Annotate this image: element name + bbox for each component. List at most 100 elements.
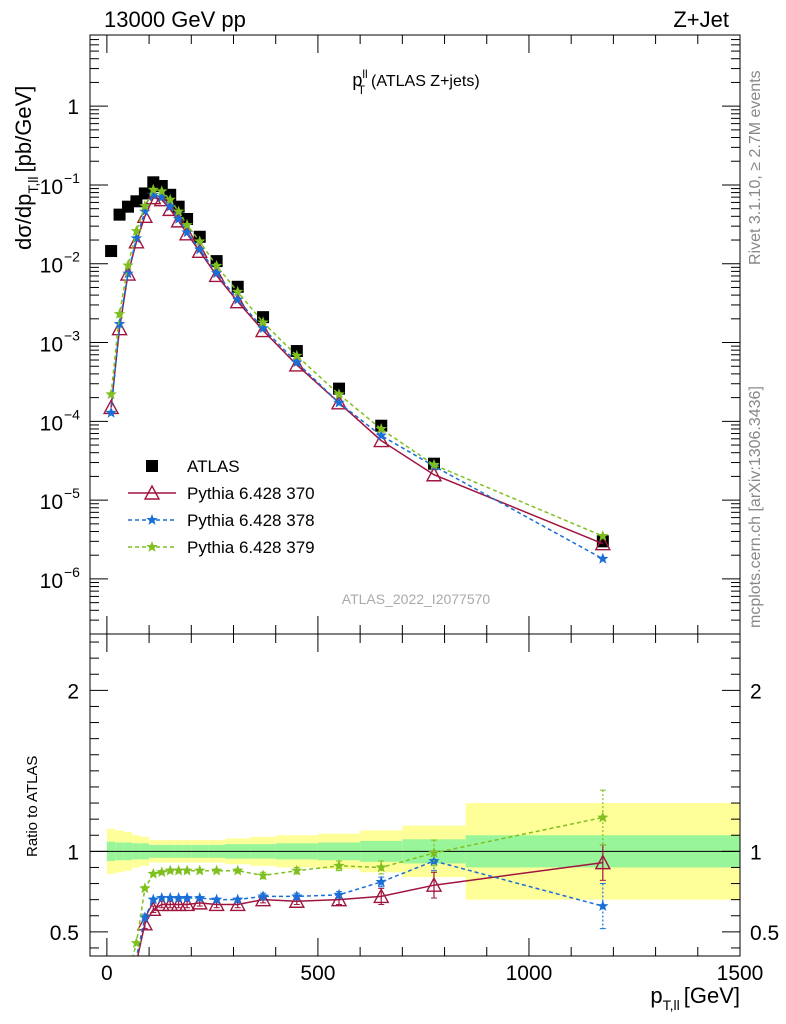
ratio-point bbox=[194, 892, 206, 903]
title-p: p bbox=[352, 70, 362, 90]
ratio-point bbox=[139, 882, 151, 894]
ratio-point bbox=[156, 892, 168, 903]
mcplots-label: mcplots.cern.ch [arXiv:1306.3436] bbox=[747, 386, 764, 628]
data-point bbox=[130, 232, 143, 244]
x-axis-label: pT,ll [GeV] bbox=[650, 983, 740, 1013]
data-point bbox=[156, 191, 168, 202]
main-series bbox=[102, 176, 611, 564]
data-point bbox=[162, 200, 179, 217]
y-tick-label: 1 bbox=[67, 96, 79, 119]
ratio-point bbox=[254, 891, 272, 907]
ratio-point bbox=[172, 864, 185, 876]
data-point bbox=[136, 207, 154, 224]
ratio-point bbox=[232, 864, 244, 876]
ratio-point bbox=[257, 869, 269, 881]
main-panel: 110−110−210−310−410−510−6 pll T (ATLAS Z+j… bbox=[11, 34, 741, 635]
ylabel-sub: T,ll bbox=[25, 176, 41, 193]
data-point bbox=[105, 245, 118, 258]
ratio-y-tick-label-right: 1 bbox=[750, 841, 762, 864]
x-tick-label: 1000 bbox=[506, 962, 553, 985]
ratio-frame bbox=[89, 633, 741, 957]
title-sub: T bbox=[358, 83, 366, 97]
ratio-panel: 0.5 0.5 1 1 2 2 0 500 1000 1500 Ratio to ATLAS p… bbox=[24, 633, 779, 1013]
header-right: Z+Jet bbox=[673, 7, 729, 32]
legend-label: ATLAS bbox=[187, 457, 240, 476]
data-point bbox=[597, 530, 609, 541]
data-point bbox=[122, 267, 134, 279]
data-point bbox=[181, 212, 194, 225]
ratio-point bbox=[191, 894, 208, 910]
ratio-point bbox=[288, 892, 305, 908]
ratio-point bbox=[594, 854, 611, 870]
ratio-band bbox=[90, 803, 740, 900]
legend-label: Pythia 6.428 379 bbox=[187, 538, 315, 557]
data-point bbox=[122, 259, 134, 271]
ratio-point bbox=[156, 866, 168, 878]
y-tick-exponent: −4 bbox=[64, 406, 80, 422]
y-tick-label: 10 bbox=[40, 255, 63, 278]
data-point bbox=[597, 552, 609, 564]
data-point bbox=[373, 432, 390, 448]
y-tick-label: 10 bbox=[40, 570, 63, 593]
ratio-y-tick-label: 1 bbox=[67, 841, 79, 864]
ratio-point bbox=[130, 937, 143, 948]
y-tick-label: 10 bbox=[40, 491, 63, 514]
data-point bbox=[257, 322, 269, 334]
xlabel-sub: T,ll bbox=[663, 997, 680, 1013]
ratio-point bbox=[181, 864, 193, 876]
data-point bbox=[164, 193, 176, 205]
ratio-point bbox=[164, 892, 176, 903]
data-point bbox=[232, 293, 244, 305]
data-point bbox=[291, 349, 303, 361]
series-3 bbox=[105, 183, 609, 541]
ratio-series-1 bbox=[135, 850, 609, 956]
y-tick-exponent: −1 bbox=[64, 170, 80, 186]
ratio-point bbox=[330, 891, 348, 907]
data-point bbox=[333, 388, 345, 400]
y-tick-label: 10 bbox=[40, 334, 63, 357]
ratio-point bbox=[162, 896, 179, 912]
ratio-series-2 bbox=[130, 789, 609, 956]
ratio-point bbox=[375, 861, 387, 873]
x-tick-label: 0 bbox=[101, 962, 113, 985]
data-point bbox=[178, 225, 196, 241]
y-tick-exponent: −5 bbox=[64, 485, 80, 501]
data-point bbox=[139, 205, 151, 217]
xlabel-post: [GeV] bbox=[684, 983, 740, 1008]
data-point bbox=[128, 233, 145, 249]
data-point bbox=[172, 213, 185, 224]
main-title: pll T (ATLAS Z+jets) bbox=[352, 67, 479, 97]
main-x-ticks bbox=[106, 35, 741, 634]
y-tick-label: 10 bbox=[40, 176, 63, 199]
data-point bbox=[153, 191, 170, 207]
data-point bbox=[172, 205, 185, 217]
ratio-point bbox=[597, 900, 609, 911]
data-point bbox=[130, 225, 143, 236]
ratio-point bbox=[210, 893, 223, 905]
ratio-point bbox=[210, 864, 223, 876]
ratio-point bbox=[257, 890, 269, 902]
main-ylabel: dσ/dpT,ll [pb/GeV] bbox=[11, 86, 41, 250]
data-point bbox=[594, 535, 611, 551]
data-point bbox=[113, 308, 126, 319]
data-point bbox=[254, 322, 272, 338]
data-point bbox=[145, 189, 162, 205]
data-point bbox=[208, 266, 225, 283]
ratio-point bbox=[291, 864, 303, 876]
ratio-y-tick-label: 0.5 bbox=[50, 922, 79, 945]
data-point bbox=[170, 212, 187, 228]
data-point bbox=[181, 219, 193, 230]
data-point bbox=[375, 429, 387, 441]
data-point bbox=[194, 243, 206, 255]
data-point bbox=[333, 396, 345, 408]
ratio-point bbox=[375, 875, 387, 887]
data-point bbox=[191, 242, 208, 258]
y-tick-exponent: −6 bbox=[64, 564, 80, 580]
y-tick-label: 10 bbox=[40, 412, 63, 435]
ratio-y-ticks: 0.5 0.5 1 1 2 2 bbox=[50, 641, 779, 949]
data-point bbox=[113, 318, 126, 329]
data-point bbox=[156, 185, 168, 197]
series-line bbox=[110, 188, 604, 537]
ratio-y-tick-label: 2 bbox=[67, 680, 79, 703]
y-tick-exponent: −2 bbox=[64, 249, 80, 265]
